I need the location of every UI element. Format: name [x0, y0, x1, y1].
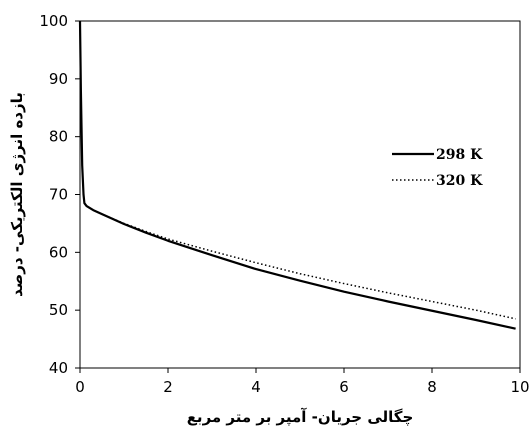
y-tick-label: 40	[49, 359, 68, 377]
y-tick-label: 50	[49, 301, 68, 319]
x-tick-label: 10	[510, 378, 529, 396]
y-tick-label: 70	[49, 186, 68, 204]
series-line-1	[78, 20, 516, 330]
series-layer	[78, 20, 516, 330]
legend: 298 K 320 K	[392, 147, 483, 189]
plot-area-frame	[79, 20, 521, 369]
legend-label-1: 298 K	[436, 147, 483, 163]
series-line-2	[83, 202, 516, 320]
x-axis-title: چگالی جریان- آمپر بر متر مربع	[187, 408, 414, 427]
y-tick-label: 60	[49, 243, 68, 261]
y-tick-label: 90	[49, 70, 68, 88]
ticks-layer: 40 50 60 70 80 90 100 0 2 4 6 8 10	[39, 12, 529, 396]
x-tick-label: 8	[427, 378, 437, 396]
x-tick-label: 2	[163, 378, 173, 396]
x-tick-label: 0	[75, 378, 85, 396]
y-tick-label: 100	[39, 12, 68, 30]
x-tick-label: 6	[339, 378, 349, 396]
x-tick-label: 4	[251, 378, 261, 396]
y-axis-title: بازده انرژی الکتریکی- درصد	[8, 92, 26, 297]
y-tick-label: 80	[49, 128, 68, 146]
legend-label-2: 320 K	[436, 173, 483, 189]
